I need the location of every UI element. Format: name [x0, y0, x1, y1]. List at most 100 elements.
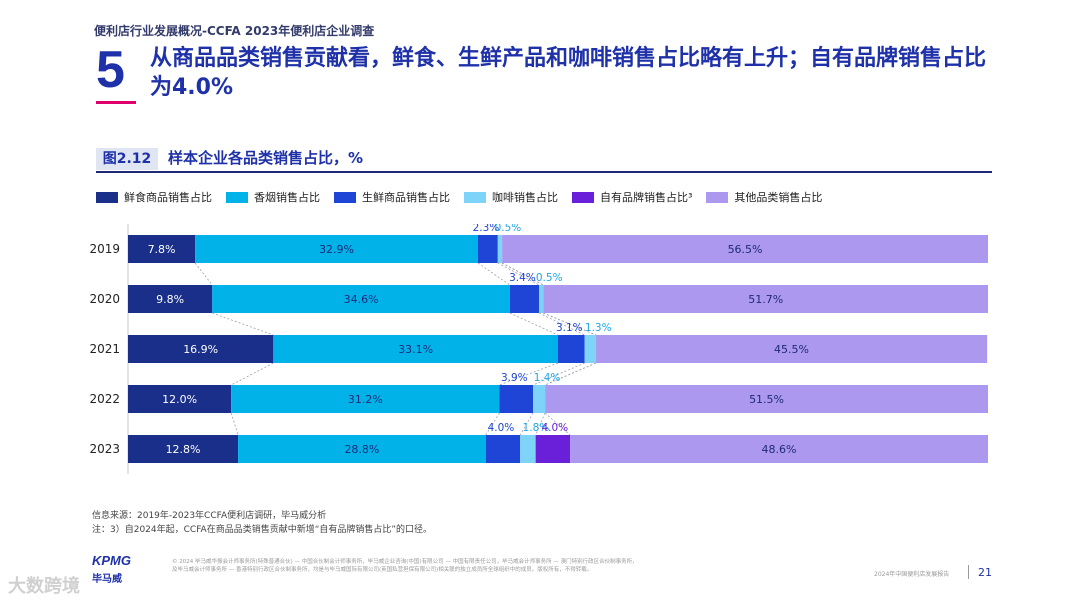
data-label-produce-2022: 3.9% [501, 372, 528, 384]
data-label-produce-2023: 4.0% [488, 422, 515, 434]
legend-swatch-private-label [572, 191, 594, 203]
bar-coffee-2019 [497, 235, 503, 263]
connector-line-produce-2021 [532, 362, 585, 386]
legend-item-other: 其他品类销售占比 [706, 189, 822, 205]
connector-line-private_label-2021 [544, 362, 596, 386]
legend-label-tobacco: 香烟销售占比 [254, 191, 320, 204]
chart-notes: 信息来源：2019年-2023年CCFA便利店调研，毕马威分析 注：3）自202… [92, 509, 432, 537]
bar-tobacco-2021 [273, 335, 558, 363]
legend-item-private-label: 自有品牌销售占比³ [572, 189, 692, 205]
data-label-produce-2020: 3.4% [509, 272, 536, 284]
data-label-other-2021: 45.5% [774, 343, 809, 356]
legend-swatch-tobacco [226, 191, 248, 203]
legend-swatch-fresh-food [96, 191, 118, 203]
bar-fresh_food-2021 [128, 335, 274, 363]
data-label-other-2023: 48.6% [762, 443, 797, 456]
data-label-coffee-2022: 1.4% [534, 372, 561, 384]
footer-document-name: 2024年中国便利店发展报告 [874, 571, 950, 578]
connector-line-tobacco-2020 [509, 312, 559, 336]
bar-coffee-2023 [520, 435, 536, 463]
connector-line-fresh_food-2022 [230, 412, 239, 436]
bar-tobacco-2019 [195, 235, 479, 263]
legend-label-coffee: 咖啡销售占比 [492, 191, 558, 204]
bar-other-2019 [502, 235, 988, 263]
connector-line-tobacco-2019 [477, 262, 511, 286]
bar-produce-2022 [499, 385, 534, 413]
data-label-other-2020: 51.7% [748, 293, 783, 306]
bar-other-2020 [543, 285, 988, 313]
legend-swatch-coffee [464, 191, 486, 203]
legend-swatch-other [706, 191, 729, 203]
legend-label-produce: 生鲜商品销售占比 [362, 191, 450, 204]
stacked-bar-chart: 2019 7.8% 32.9%2.3%0.5%56.5%2020 9.8% 34.6%3… [89, 224, 988, 474]
bar-coffee-2021 [584, 335, 596, 363]
legend-swatch-produce [334, 191, 356, 203]
bar-tobacco-2020 [212, 285, 510, 313]
figure-title-rule [96, 171, 992, 173]
source-note: 信息来源：2019年-2023年CCFA便利店调研，毕马威分析 [92, 511, 327, 521]
data-label-tobacco-2021: 33.1% [398, 343, 433, 356]
data-label-other-2022: 51.5% [749, 393, 784, 406]
chart-legend: 鲜食商品销售占比 香烟销售占比 生鲜商品销售占比 咖啡销售占比 自有品牌销售占比… [96, 188, 992, 206]
kpmg-logo-cn: 毕马威 [92, 574, 122, 585]
bar-other-2022 [545, 385, 988, 413]
data-label-other-2019: 56.5% [728, 243, 763, 256]
page-headline: 从商品品类销售贡献看，鲜食、生鲜产品和咖啡销售占比略有上升；自有品牌销售占比为4… [150, 46, 987, 100]
bar-fresh_food-2023 [128, 435, 239, 463]
footer-separator [968, 565, 969, 579]
y-tick-label-2021: 2021 [89, 342, 120, 356]
data-label-coffee-2023: 1.8% [523, 422, 550, 434]
data-label-fresh_food-2022: 12.0% [162, 393, 197, 406]
kpmg-logo: KPMG [92, 553, 131, 568]
section-number: 5 [96, 41, 125, 99]
bar-produce-2019 [478, 235, 498, 263]
legal-line-1: © 2024 毕马威华振会计师事务所(特殊普通合伙) — 中国合伙制会计师事务所… [172, 559, 638, 565]
watermark: 大数跨境 [8, 576, 80, 597]
bar-produce-2023 [485, 435, 521, 463]
bar-other-2023 [570, 435, 988, 463]
legend-label-fresh-food: 鲜食商品销售占比 [124, 191, 212, 204]
y-tick-label-2022: 2022 [89, 392, 120, 406]
data-label-fresh_food-2020: 9.8% [156, 293, 184, 306]
figure-tag: 图2.12 [96, 148, 158, 170]
connector-line-fresh_food-2021 [231, 362, 274, 386]
data-label-tobacco-2022: 31.2% [348, 393, 383, 406]
figure-title: 样本企业各品类销售占比，% [168, 149, 364, 167]
legend-label-other: 其他品类销售占比 [734, 191, 823, 204]
data-label-produce-2021: 3.1% [556, 322, 583, 334]
y-tick-label-2020: 2020 [89, 292, 120, 306]
y-tick-label-2023: 2023 [89, 442, 120, 456]
bar-fresh_food-2020 [128, 285, 213, 313]
bar-produce-2020 [509, 285, 540, 313]
data-label-tobacco-2023: 28.8% [344, 443, 379, 456]
footnote: 注：3）自2024年起，CCFA在商品品类销售贡献中新增“自有品牌销售占比”的口… [92, 525, 433, 535]
data-label-fresh_food-2023: 12.8% [166, 443, 201, 456]
data-label-fresh_food-2019: 7.8% [148, 243, 176, 256]
data-label-tobacco-2019: 32.9% [319, 243, 354, 256]
connector-line-produce-2020 [538, 312, 585, 336]
legend-item-coffee: 咖啡销售占比 [464, 189, 558, 205]
legend-label-private-label: 自有品牌销售占比³ [600, 191, 693, 204]
connector-line-private_label-2022 [544, 412, 571, 436]
section-number-underline [96, 101, 136, 104]
page-number: 21 [978, 566, 992, 579]
connector-line-tobacco-2022 [485, 412, 500, 436]
connector-line-private_label-2020 [543, 312, 596, 336]
y-tick-label-2019: 2019 [89, 242, 120, 256]
data-label-tobacco-2020: 34.6% [344, 293, 379, 306]
data-label-coffee-2019: 0.5% [495, 224, 522, 234]
data-label-coffee-2021: 1.3% [585, 322, 612, 334]
data-label-coffee-2020: 0.5% [536, 272, 563, 284]
legend-item-tobacco: 香烟销售占比 [226, 189, 320, 205]
data-label-produce-2019: 2.3% [473, 224, 500, 234]
legend-item-fresh-food: 鲜食商品销售占比 [96, 189, 212, 205]
legend-item-produce: 生鲜商品销售占比 [334, 189, 450, 205]
data-label-private_label-2023: 4.0% [541, 422, 568, 434]
connector-line-tobacco-2021 [499, 362, 559, 386]
connector-line-produce-2022 [519, 412, 534, 436]
data-label-fresh_food-2021: 16.9% [183, 343, 218, 356]
connector-line-fresh_food-2019 [194, 262, 213, 286]
bar-tobacco-2023 [238, 435, 486, 463]
bar-fresh_food-2019 [128, 235, 196, 263]
bar-tobacco-2022 [231, 385, 500, 413]
